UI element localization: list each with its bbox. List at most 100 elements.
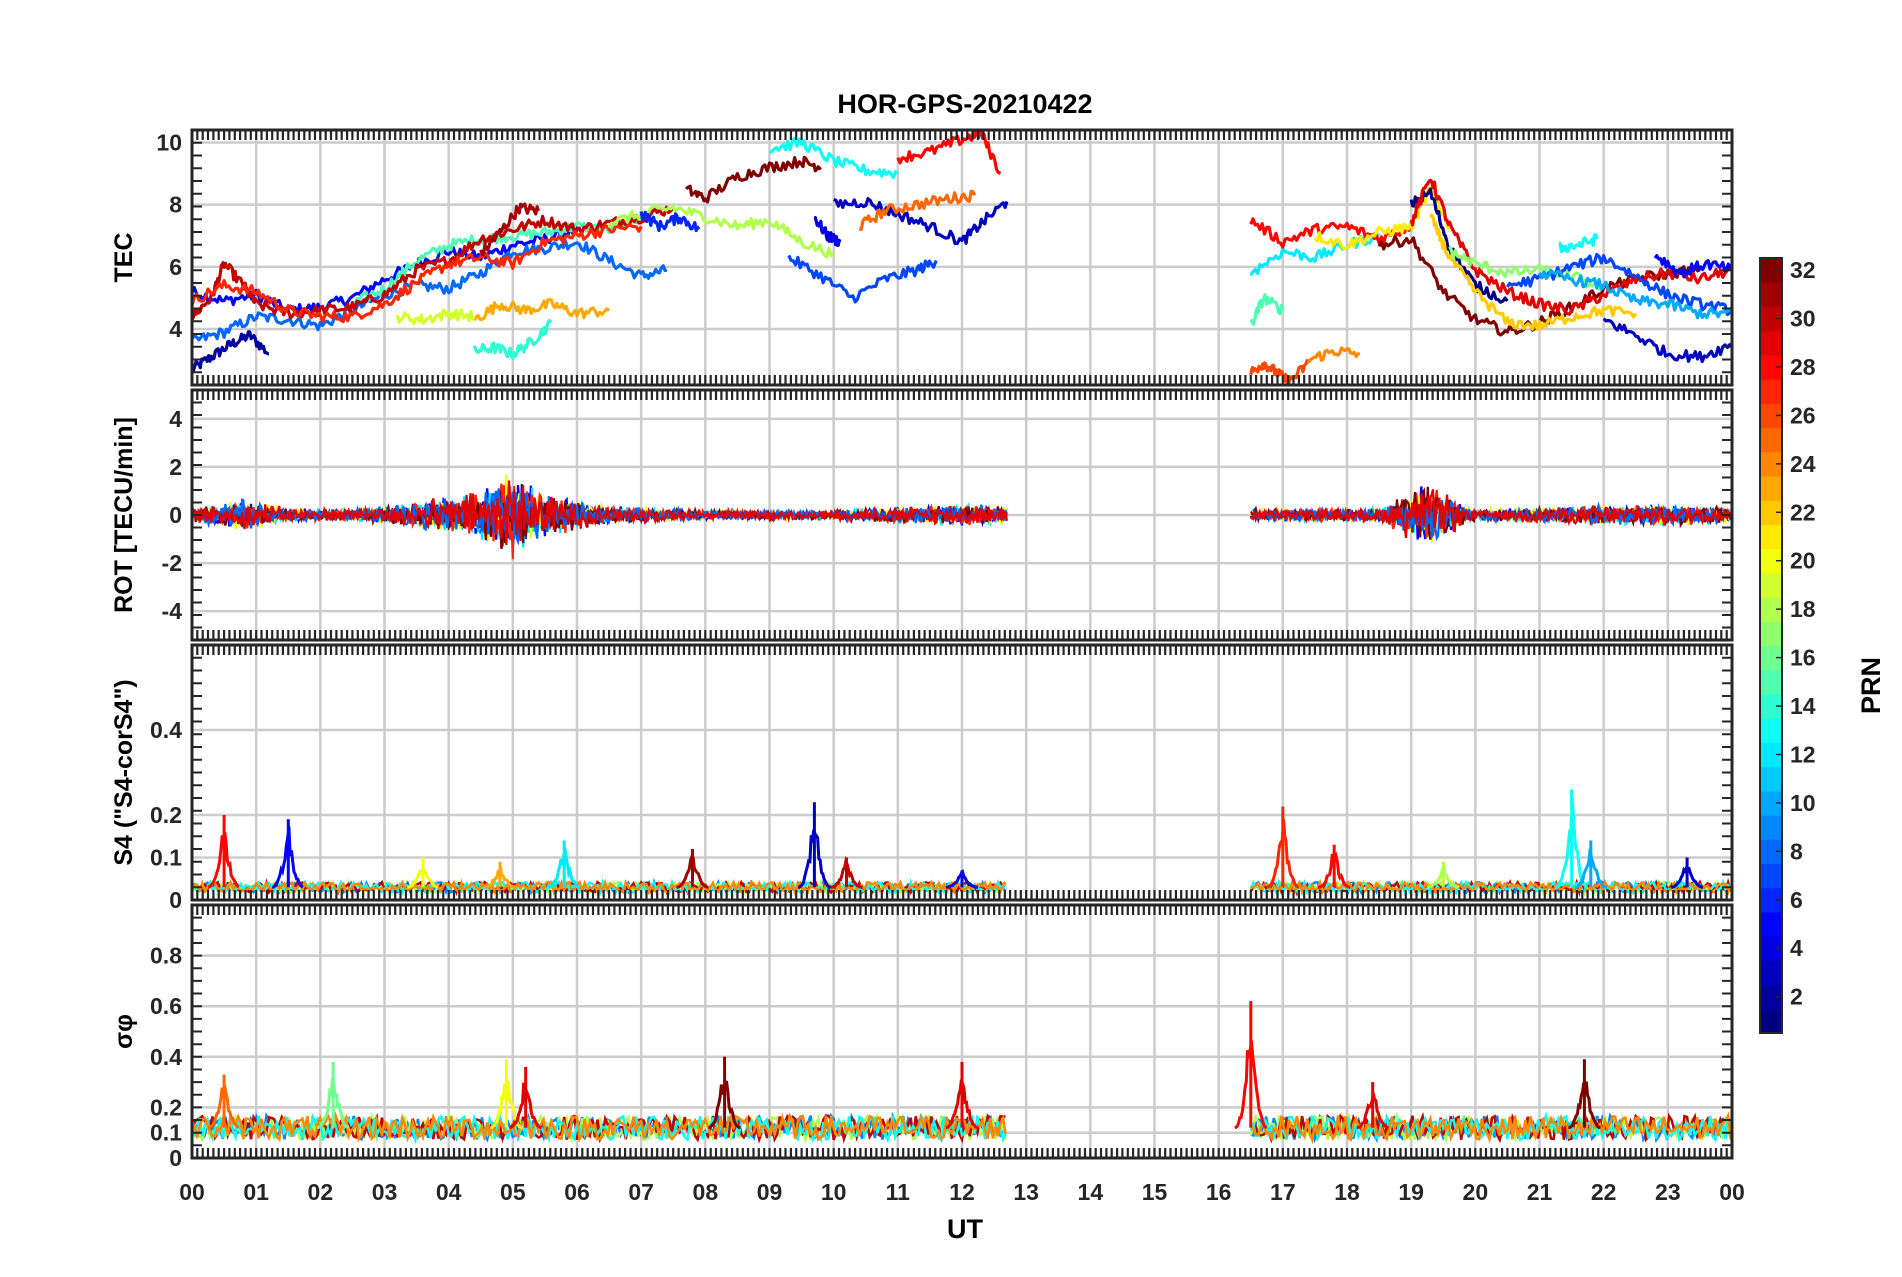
y-tick-label-s4: 0.2 — [150, 802, 182, 828]
x-tick-label: 14 — [1078, 1179, 1104, 1205]
panel-rot: -4 -2 0 2 4 ROT [TECU/min] — [110, 388, 1734, 642]
colorbar-swatch — [1760, 936, 1782, 961]
tec-series-prn-21 — [1313, 184, 1451, 251]
y-tick-label-sigma_phi: 0.6 — [150, 993, 182, 1019]
tec-series-prn-12 — [1249, 231, 1380, 277]
colorbar-swatch — [1760, 500, 1782, 526]
frame-tec — [190, 128, 1734, 387]
x-tick-label: 10 — [821, 1179, 847, 1205]
colorbar-swatch — [1760, 354, 1782, 380]
colorbar-swatch — [1760, 693, 1782, 719]
x-tick-label: 01 — [243, 1179, 269, 1205]
s4-peak-prn-30 — [830, 855, 863, 889]
frame-s4 — [190, 643, 1734, 902]
tec-series-prn-32 — [684, 155, 822, 204]
colorbar-tick-label: 24 — [1790, 451, 1816, 477]
tec-series-prn-17 — [1448, 246, 1606, 291]
x-axis-label: UT — [947, 1214, 983, 1244]
colorbar-tick-label: 30 — [1790, 306, 1816, 332]
x-tick-label: 23 — [1655, 1179, 1681, 1205]
y-tick-label-tec: 6 — [169, 254, 182, 280]
colorbar-swatch — [1760, 911, 1782, 937]
colorbar-swatch — [1760, 766, 1782, 792]
colorbar-swatch — [1760, 258, 1782, 283]
tec-series-prn-29 — [1409, 178, 1732, 316]
colorbar-swatch — [1760, 403, 1782, 429]
data-s4 — [192, 789, 1732, 898]
grid-s4 — [192, 645, 1732, 902]
colorbar-swatch — [1760, 887, 1782, 913]
y-tick-label-s4: 0.4 — [150, 717, 182, 743]
colorbar-tick-label: 26 — [1790, 402, 1816, 428]
s4-peak-prn-10 — [1574, 840, 1608, 889]
colorbar-swatch — [1760, 790, 1782, 816]
colorbar-swatch — [1760, 645, 1782, 671]
y-tick-label-rot: -4 — [162, 598, 183, 624]
rot-series-prn-29 — [192, 480, 1732, 546]
tec-series-prn-24 — [1307, 346, 1360, 364]
colorbar-frame — [1759, 257, 1783, 1034]
tec-series-prn-5 — [1653, 254, 1732, 279]
s4-peak-prn-27 — [1266, 806, 1300, 889]
x-tick-label: 19 — [1398, 1179, 1424, 1205]
y-tick-label-s4: 0.1 — [150, 845, 182, 871]
chart-title: HOR-GPS-20210422 — [837, 89, 1092, 119]
x-tick-label: 06 — [564, 1179, 590, 1205]
colorbar-tick-label: 12 — [1790, 741, 1816, 767]
s4-peak-prn-5 — [271, 819, 304, 889]
x-tick-label: 08 — [693, 1179, 719, 1205]
panel-s4: 0 0.1 0.2 0.4 S4 ("S4-corS4") — [110, 643, 1734, 913]
colorbar-swatch — [1760, 815, 1782, 840]
panel-tec: 4 6 8 10 TEC — [110, 128, 1734, 387]
colorbar-swatch — [1760, 524, 1782, 550]
x-tick-label: 13 — [1013, 1179, 1039, 1205]
tec-series-prn-13 — [768, 136, 899, 180]
colorbar-tick-label: 4 — [1790, 935, 1803, 961]
data-sigma_phi — [192, 1001, 1732, 1145]
colorbar-tick-label: 32 — [1790, 257, 1816, 283]
tec-series-prn-6 — [639, 210, 701, 233]
s4-peak-prn-28 — [1317, 844, 1351, 889]
data-rot — [192, 474, 1732, 560]
colorbar-swatch — [1760, 330, 1782, 356]
colorbar-tick-label: 20 — [1790, 548, 1816, 574]
colorbar-tick-label: 22 — [1790, 499, 1816, 525]
s4-peak-prn-3 — [1670, 857, 1704, 889]
sigma_phi-peak-prn-28 — [1234, 1001, 1268, 1130]
sigma_phi-peak-prn-29 — [509, 1066, 542, 1130]
tec-series-prn-3 — [833, 197, 1009, 246]
s4-peak-prn-23 — [483, 861, 517, 889]
ticks-rot — [190, 389, 1734, 641]
tec-series-prn-2 — [192, 330, 270, 373]
x-tick-label: 04 — [436, 1179, 462, 1205]
y-tick-label-tec: 10 — [156, 129, 182, 155]
colorbar-swatch — [1760, 379, 1782, 404]
y-tick-label-sigma_phi: 0.2 — [150, 1094, 182, 1120]
y-axis-label-tec: TEC — [110, 233, 138, 283]
x-tick-label: 09 — [757, 1179, 783, 1205]
x-tick-label: 11 — [886, 1179, 911, 1205]
frame-sigma_phi — [190, 903, 1734, 1160]
sigma_phi-peak-prn-32 — [708, 1056, 741, 1130]
colorbar-swatch — [1760, 669, 1782, 695]
colorbar-tick-label: 14 — [1790, 693, 1816, 719]
x-tick-label: 07 — [628, 1179, 654, 1205]
s4-peak-prn-3 — [798, 802, 831, 889]
x-tick-label: 12 — [949, 1179, 975, 1205]
sigma_phi-baseline-prn-24 — [192, 1111, 1732, 1145]
x-tick-label: 21 — [1527, 1179, 1553, 1205]
sigma_phi-peak-prn-16 — [316, 1061, 349, 1130]
panel-sigma_phi: 00.10.2 0.4 0.6 0.8 σφ — [110, 903, 1734, 1171]
s4-baseline-prn-24 — [192, 878, 1732, 897]
colorbar-swatch — [1760, 863, 1782, 889]
x-tick-label: 00 — [179, 1179, 205, 1205]
tec-series-prn-4 — [813, 216, 842, 247]
s4-peak-prn-20 — [406, 857, 439, 889]
y-tick-label-rot: 0 — [169, 502, 182, 528]
s4-peak-prn-31 — [676, 849, 709, 889]
tec-series-prn-23 — [472, 298, 610, 322]
colorbar-swatch — [1760, 839, 1782, 865]
y-tick-label-rot: 2 — [169, 454, 182, 480]
colorbar-swatch — [1760, 427, 1782, 453]
x-tick-label: 20 — [1463, 1179, 1489, 1205]
